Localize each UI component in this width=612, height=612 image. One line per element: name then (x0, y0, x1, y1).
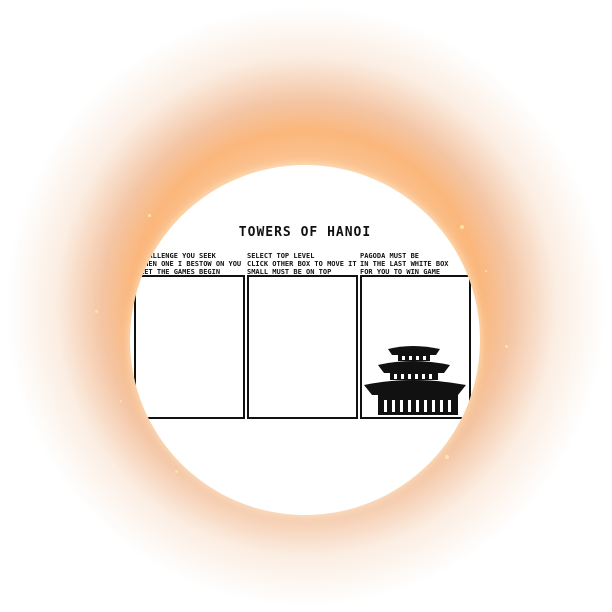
sparkle (95, 310, 98, 313)
tower-box-2[interactable] (247, 275, 358, 419)
instruction-line: IN THE LAST WHITE BOX (360, 260, 449, 268)
sparkle (460, 225, 464, 229)
pagoda-icon[interactable] (362, 345, 474, 417)
instruction-line: CHALLENGE YOU SEEK (140, 252, 216, 260)
instructions-col-1: CHALLENGE YOU SEEK THEN ONE I BESTOW ON … (140, 252, 241, 276)
sparkle (485, 270, 487, 272)
sparkle (175, 470, 178, 473)
sparkle (120, 400, 122, 402)
instructions-col-2: SELECT TOP LEVEL CLICK OTHER BOX TO MOVE… (247, 252, 357, 276)
instruction-line: CLICK OTHER BOX TO MOVE IT (247, 260, 357, 268)
instruction-line: FOR YOU TO WIN GAME (360, 268, 441, 276)
sparkle (505, 345, 508, 348)
sparkle (445, 455, 449, 459)
instruction-line: LET THE GAMES BEGIN (140, 268, 221, 276)
game-title: TOWERS OF HANOI (238, 225, 372, 240)
instruction-line: SMALL MUST BE ON TOP (247, 268, 332, 276)
instruction-line: SELECT TOP LEVEL (247, 252, 315, 260)
instructions-col-3: PAGODA MUST BE IN THE LAST WHITE BOX FOR… (360, 252, 449, 276)
tower-box-1[interactable] (134, 275, 245, 419)
instruction-line: PAGODA MUST BE (360, 252, 420, 260)
sparkle (148, 214, 151, 217)
instruction-line: THEN ONE I BESTOW ON YOU (140, 260, 242, 268)
game-stage: TOWERS OF HANOI CHALLENGE YOU SEEK THEN … (130, 165, 480, 515)
